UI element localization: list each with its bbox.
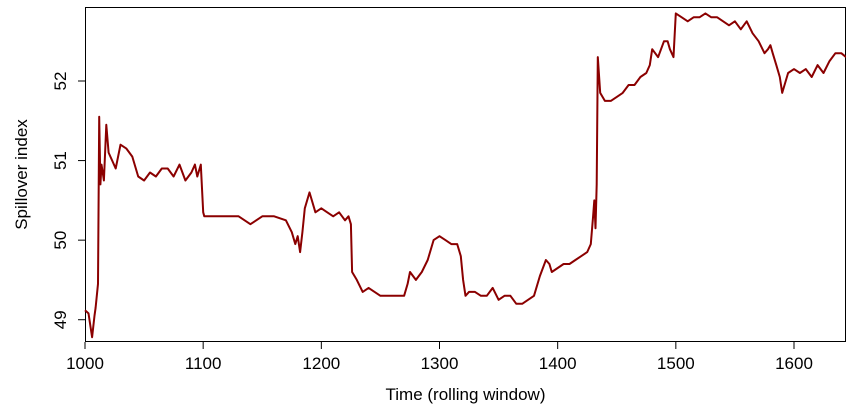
x-tick-label: 1000 [66, 354, 104, 373]
x-tick-label: 1300 [421, 354, 459, 373]
x-tick-label: 1200 [302, 354, 340, 373]
x-tick-label: 1500 [657, 354, 695, 373]
y-axis: 49 50 51 52 [51, 72, 85, 329]
y-tick-label: 50 [51, 231, 70, 250]
y-tick-label: 49 [51, 310, 70, 329]
y-tick-label: 51 [51, 151, 70, 170]
series-line [84, 12, 846, 339]
x-tick-label: 1100 [185, 354, 222, 373]
y-axis-title: Spillover index [12, 119, 31, 230]
x-tick-label: 1600 [775, 354, 813, 373]
x-axis: 1000 1100 1200 1300 1400 1500 1600 [66, 342, 813, 373]
x-tick-label: 1400 [539, 354, 577, 373]
y-tick-label: 52 [51, 72, 70, 91]
x-axis-title: Time (rolling window) [386, 385, 546, 404]
